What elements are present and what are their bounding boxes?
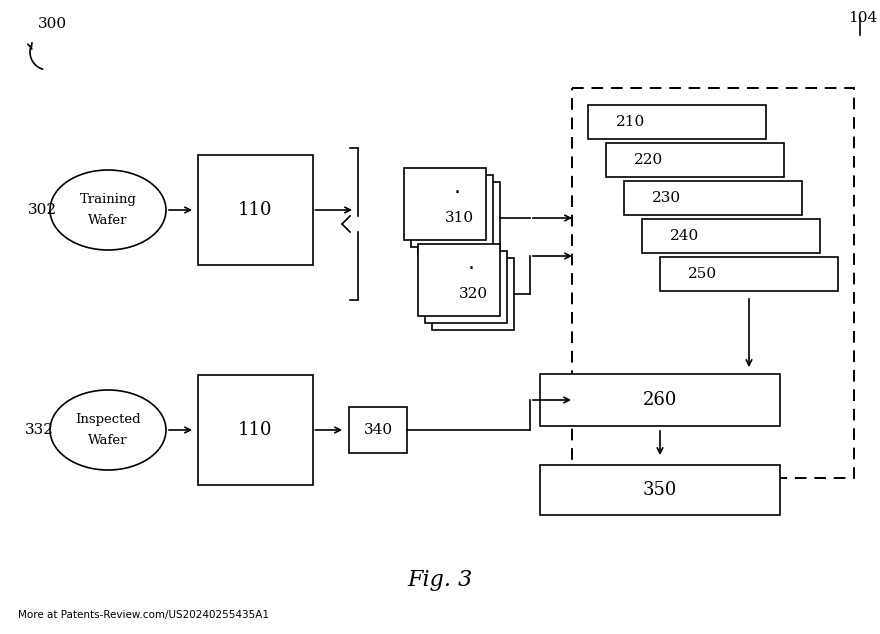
Text: 302: 302 [28, 203, 57, 217]
Bar [606, 143, 784, 177]
Bar [540, 374, 780, 426]
Text: 240: 240 [670, 229, 700, 243]
Ellipse shape [50, 390, 166, 470]
Text: 350: 350 [642, 481, 678, 499]
Text: 320: 320 [458, 287, 488, 301]
Text: 332: 332 [25, 423, 54, 437]
Bar [624, 181, 802, 215]
Text: 250: 250 [688, 267, 717, 281]
Text: More at Patents-Review.com/US20240255435A1: More at Patents-Review.com/US20240255435… [18, 610, 269, 620]
Bar [418, 244, 500, 316]
Text: 300: 300 [38, 17, 67, 31]
Text: 230: 230 [652, 191, 681, 205]
Text: 104: 104 [848, 11, 877, 25]
Bar [642, 219, 820, 253]
Ellipse shape [50, 170, 166, 250]
Bar [425, 251, 507, 323]
Text: Wafer: Wafer [88, 214, 128, 226]
Text: 110: 110 [238, 421, 272, 439]
Bar [418, 182, 500, 254]
Text: 220: 220 [634, 153, 664, 167]
Text: 110: 110 [238, 201, 272, 219]
Text: 260: 260 [642, 391, 678, 409]
Text: 310: 310 [444, 211, 473, 225]
Bar [349, 407, 407, 453]
Text: 340: 340 [363, 423, 392, 437]
Text: Inspected: Inspected [75, 413, 141, 427]
Text: ·: · [454, 183, 461, 204]
Bar [404, 168, 486, 240]
Bar [588, 105, 766, 139]
Bar [411, 175, 493, 247]
Text: Training: Training [79, 193, 136, 207]
Text: Wafer: Wafer [88, 434, 128, 446]
Text: 210: 210 [616, 115, 645, 129]
Bar [540, 465, 780, 515]
Bar [572, 88, 854, 478]
Bar [660, 257, 838, 291]
Text: Fig. 3: Fig. 3 [407, 569, 473, 591]
Text: ·: · [468, 259, 475, 279]
Bar [432, 258, 514, 330]
Bar [197, 375, 312, 485]
Bar [197, 155, 312, 265]
